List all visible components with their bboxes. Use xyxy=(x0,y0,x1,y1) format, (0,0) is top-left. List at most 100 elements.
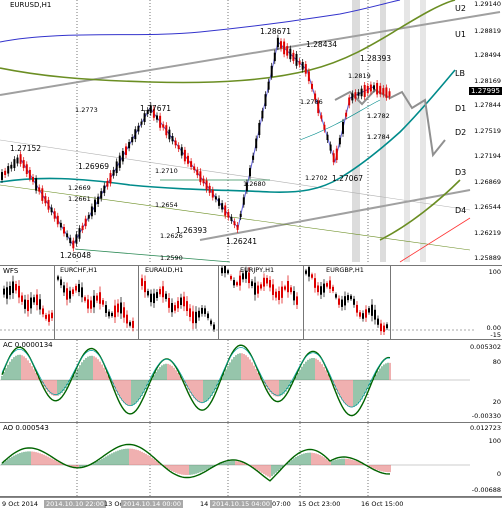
cross-candle-body xyxy=(192,311,194,324)
annotation-high-2: 1.28434 xyxy=(306,40,338,49)
ac-axis-label: -0.00330 xyxy=(471,412,501,420)
cross-candle-body xyxy=(57,276,59,280)
main-chart-pane[interactable]: EURUSD,H1 1.28671 1.28434 1.28393 1.2819… xyxy=(0,0,502,266)
candle-body xyxy=(32,176,34,182)
candle-body xyxy=(75,234,78,244)
candle-body xyxy=(106,180,109,187)
cross-candle-body xyxy=(308,267,310,277)
candle-body xyxy=(280,41,282,49)
ao-indicator-pane[interactable]: AO 0.000543 0.012723 100 0 -0.00688 xyxy=(0,423,502,497)
candle-body xyxy=(115,161,118,174)
annotation-10: 1.2773 xyxy=(75,106,98,114)
candle-body xyxy=(146,110,149,115)
cross-candle-body xyxy=(18,285,20,298)
cross-candle-body xyxy=(242,273,244,280)
candle-body xyxy=(214,196,217,200)
cross-candle-body xyxy=(165,293,167,299)
cross-candle-body xyxy=(186,301,188,312)
cross-candle-body xyxy=(371,304,373,316)
ao-axis-label: 0.012723 xyxy=(469,424,501,432)
candle-body xyxy=(208,185,211,193)
cross-candle-body xyxy=(353,298,355,305)
cross-candle-body xyxy=(272,284,274,295)
candle-body xyxy=(174,140,177,146)
candle-body xyxy=(326,134,329,141)
time-label: 13 Oct xyxy=(104,500,126,508)
candle-body xyxy=(149,105,152,113)
cross-candle-body xyxy=(96,295,98,301)
candle-body xyxy=(44,196,47,204)
cross-label-euraud: EURAUD,H1 xyxy=(145,266,184,274)
cross-candle-body xyxy=(3,288,5,295)
cross-candle-body xyxy=(141,278,143,286)
cross-candle-body xyxy=(332,286,334,292)
candle-body xyxy=(267,81,270,90)
cross-pairs-pane[interactable]: WFS EURCHF,H1 EURAUD,H1 EURJPY,H1 EURGBP… xyxy=(0,266,502,340)
cross-candle-body xyxy=(69,290,71,299)
cross-axis-label: 0.00 xyxy=(486,324,501,332)
annotation-6: 1.2782 xyxy=(367,112,390,120)
annotation-8: 1.2702 xyxy=(305,174,328,182)
cross-candle-body xyxy=(350,295,352,300)
candle-body xyxy=(317,100,320,114)
annotation-19: 1.2626 xyxy=(160,232,183,240)
candle-body xyxy=(218,198,220,206)
candle-body xyxy=(152,108,155,118)
annotation-low-2: 1.26393 xyxy=(176,226,208,235)
candle-body xyxy=(156,115,158,120)
cross-candle-body xyxy=(198,310,200,318)
candle-body xyxy=(171,136,174,142)
candle-body xyxy=(87,215,90,219)
cross-candle-body xyxy=(341,299,343,307)
ac-chart xyxy=(0,340,470,422)
candle-body xyxy=(307,71,310,82)
cross-candle-body xyxy=(368,308,370,313)
cross-candle-body xyxy=(329,280,331,289)
candle-body xyxy=(369,84,372,92)
cross-candle-body xyxy=(48,314,50,322)
candle-body xyxy=(19,154,22,164)
candle-body xyxy=(289,48,292,60)
candle-body xyxy=(385,87,388,98)
cross-candle-body xyxy=(90,300,92,309)
price-axis-label: 1.27844 xyxy=(474,101,501,109)
candle-body xyxy=(345,112,348,117)
candle-body xyxy=(379,85,382,95)
cross-candle-body xyxy=(248,272,250,284)
annotation-11: 1.2710 xyxy=(155,167,178,175)
candle-body xyxy=(131,137,134,143)
ac-title: AC 0.0000134 xyxy=(3,341,53,349)
time-axis[interactable]: 9 Oct 2014 2014.10.10 22:00 13 Oct 2014.… xyxy=(0,497,502,511)
candle-body xyxy=(264,94,267,107)
annotation-high-3: 1.28393 xyxy=(360,54,392,63)
candle-body xyxy=(242,197,245,205)
candle-body xyxy=(103,185,106,194)
cross-candle-body xyxy=(311,274,313,278)
cross-candle-body xyxy=(266,277,268,284)
candle-body xyxy=(211,189,214,198)
candle-body xyxy=(59,222,62,228)
candle-body xyxy=(360,88,363,97)
cross-candle-body xyxy=(287,281,289,293)
cross-candle-body xyxy=(284,286,286,290)
candle-body xyxy=(72,240,75,249)
cross-candle-body xyxy=(314,278,316,288)
candle-body xyxy=(230,217,233,221)
cross-candle-body xyxy=(180,297,182,305)
cross-candle-body xyxy=(99,292,101,304)
candle-body xyxy=(16,157,19,164)
candle-body xyxy=(50,207,53,213)
candle-body xyxy=(261,110,264,119)
cross-candle-body xyxy=(42,308,44,315)
cross-separator xyxy=(390,266,391,339)
cross-candle-body xyxy=(75,285,77,291)
candle-body xyxy=(388,91,391,97)
annotation-17: 1.2680 xyxy=(243,180,266,188)
candle-body xyxy=(270,65,273,77)
cross-candle-body xyxy=(320,286,322,295)
annotation-15: 1.2661 xyxy=(68,195,91,203)
cross-candle-body xyxy=(126,314,128,324)
candle-body xyxy=(205,180,208,190)
ac-indicator-pane[interactable]: AC 0.0000134 0.005302 80 20 -0.00330 xyxy=(0,340,502,423)
candle-body xyxy=(373,85,375,90)
